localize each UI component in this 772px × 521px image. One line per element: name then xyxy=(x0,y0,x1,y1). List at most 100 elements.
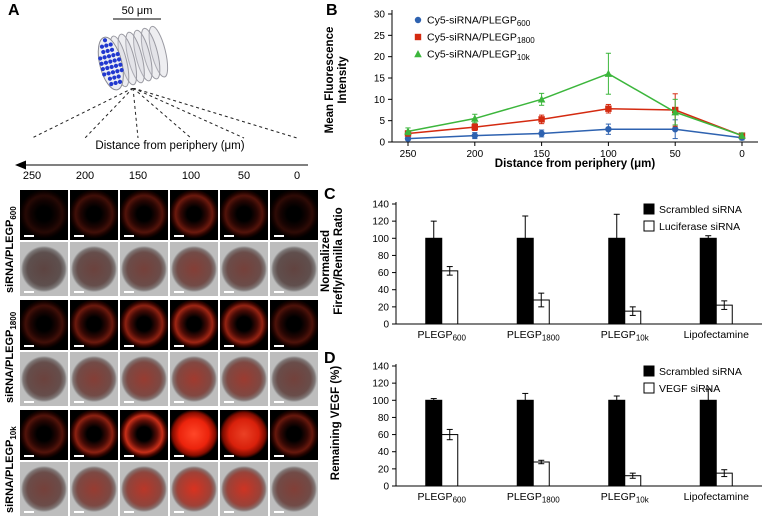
scale-bar xyxy=(24,291,34,293)
scale-bar xyxy=(124,401,134,403)
merged-image-tile xyxy=(270,352,318,406)
merged-image-tile xyxy=(120,242,168,296)
scale-bar xyxy=(224,511,234,513)
merged-image-tile xyxy=(20,352,68,406)
svg-text:25: 25 xyxy=(374,31,386,42)
merged-image-tile xyxy=(70,242,118,296)
row-label: siRNA/PLEGP1800 xyxy=(4,311,19,403)
fluorescence-image-tile xyxy=(70,300,118,350)
merged-image-tile xyxy=(170,352,218,406)
row-label: siRNA/PLEGP10k xyxy=(4,426,19,513)
svg-text:10: 10 xyxy=(374,95,386,106)
merged-image-tile xyxy=(20,462,68,516)
svg-text:0: 0 xyxy=(379,138,385,149)
svg-text:PLEGP10k: PLEGP10k xyxy=(601,329,650,343)
fluorescence-strip xyxy=(20,190,318,240)
scale-bar xyxy=(274,291,284,293)
scale-bar xyxy=(174,455,184,457)
fluorescence-image-tile xyxy=(270,410,318,460)
fluorescence-image-tile xyxy=(120,190,168,240)
svg-text:60: 60 xyxy=(378,268,390,279)
svg-text:50: 50 xyxy=(670,149,682,160)
distance-tick: 250 xyxy=(22,170,42,182)
panel-b-ylabel: Mean Fluorescence Intensity xyxy=(324,26,349,134)
merged-image-tile xyxy=(70,462,118,516)
panel-b-xlabel: Distance from periphery (μm) xyxy=(494,158,656,170)
fluorescence-strip xyxy=(20,410,318,460)
row-label: siRNA/PLEGP600 xyxy=(4,206,19,293)
merged-image-tile xyxy=(270,242,318,296)
scale-bar xyxy=(174,401,184,403)
svg-text:PLEGP600: PLEGP600 xyxy=(418,491,467,505)
svg-text:200: 200 xyxy=(466,149,483,160)
scale-bar xyxy=(224,291,234,293)
scale-bar xyxy=(24,455,34,457)
merged-image-tile xyxy=(220,352,268,406)
svg-text:120: 120 xyxy=(372,217,389,228)
svg-text:20: 20 xyxy=(378,464,390,475)
scale-bar xyxy=(24,511,34,513)
svg-text:Lipofectamine: Lipofectamine xyxy=(684,491,750,503)
svg-text:Scrambled siRNA: Scrambled siRNA xyxy=(659,366,742,378)
svg-text:20: 20 xyxy=(374,52,386,63)
panel-b-chart: 0 5 10 15 20 25 30 250 200 150 100 50 0 Cy5-siRNA/PLE… xyxy=(374,10,758,160)
scale-bar xyxy=(74,401,84,403)
fluorescence-image-tile xyxy=(70,410,118,460)
spheroid-schematic: 50 μm xyxy=(97,5,169,91)
svg-text:40: 40 xyxy=(378,285,390,296)
svg-text:Luciferase siRNA: Luciferase siRNA xyxy=(659,221,740,233)
scale-bar xyxy=(174,235,184,237)
svg-text:30: 30 xyxy=(374,10,386,21)
scale-bar xyxy=(274,511,284,513)
panel-d-label: D xyxy=(324,350,336,367)
fluorescence-image-tile xyxy=(70,190,118,240)
merged-image-tile xyxy=(220,242,268,296)
svg-text:150: 150 xyxy=(533,149,550,160)
scale-bar xyxy=(24,401,34,403)
scale-bar xyxy=(174,511,184,513)
svg-text:PLEGP10k: PLEGP10k xyxy=(601,491,650,505)
merged-image-tile xyxy=(270,462,318,516)
fluorescence-image-tile xyxy=(120,300,168,350)
scale-bar xyxy=(74,511,84,513)
merged-image-tile xyxy=(220,462,268,516)
scale-bar xyxy=(74,345,84,347)
svg-text:PLEGP1800: PLEGP1800 xyxy=(507,329,560,343)
fluorescence-image-tile xyxy=(20,410,68,460)
svg-text:80: 80 xyxy=(378,413,390,424)
svg-text:5: 5 xyxy=(379,116,385,127)
fluorescence-image-tile xyxy=(20,190,68,240)
svg-text:250: 250 xyxy=(400,149,417,160)
fluorescence-strip xyxy=(20,300,318,350)
panel-c-label: C xyxy=(324,186,336,203)
scale-bar xyxy=(274,345,284,347)
fluorescence-image-tile xyxy=(170,300,218,350)
merged-strip xyxy=(20,462,318,516)
fan-lines xyxy=(31,88,298,139)
scale-bar xyxy=(224,401,234,403)
scale-bar xyxy=(174,345,184,347)
svg-text:120: 120 xyxy=(372,379,389,390)
scale-bar xyxy=(74,291,84,293)
periphery-axis-arrow xyxy=(15,160,308,170)
scale-bar xyxy=(74,235,84,237)
svg-text:100: 100 xyxy=(600,149,617,160)
svg-text:0: 0 xyxy=(739,149,745,160)
svg-text:Cy5-siRNA/PLEGP1800: Cy5-siRNA/PLEGP1800 xyxy=(427,32,535,46)
scale-bar xyxy=(124,455,134,457)
panel-b-label: B xyxy=(326,2,338,19)
scale-bar xyxy=(224,235,234,237)
panel-c-ylabel: Normalized Firefly/Renilla Ratio xyxy=(320,207,345,315)
svg-text:PLEGP600: PLEGP600 xyxy=(418,329,467,343)
fluorescence-image-tile xyxy=(270,300,318,350)
fluorescence-image-tile xyxy=(220,300,268,350)
svg-text:100: 100 xyxy=(372,234,389,245)
scale-bar xyxy=(224,455,234,457)
scale-bar xyxy=(124,511,134,513)
panel-d-chart: 0 20 40 60 80 100 120 140 PLEGP600 PLEGP1800 PLEGP… xyxy=(372,362,762,505)
svg-text:Scrambled siRNA: Scrambled siRNA xyxy=(659,204,742,216)
scale-bar xyxy=(124,345,134,347)
scale-bar xyxy=(74,455,84,457)
merged-image-tile xyxy=(20,242,68,296)
fluorescence-image-tile xyxy=(220,410,268,460)
